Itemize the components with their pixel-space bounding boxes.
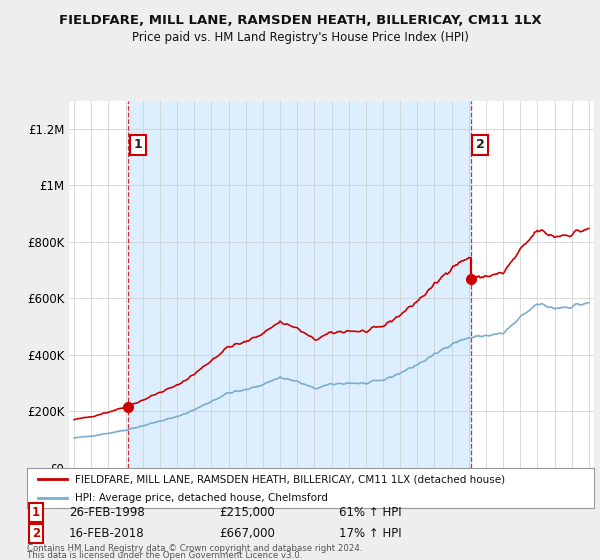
Text: FIELDFARE, MILL LANE, RAMSDEN HEATH, BILLERICAY, CM11 1LX (detached house): FIELDFARE, MILL LANE, RAMSDEN HEATH, BIL… [75,474,505,484]
Text: Price paid vs. HM Land Registry's House Price Index (HPI): Price paid vs. HM Land Registry's House … [131,31,469,44]
Text: HPI: Average price, detached house, Chelmsford: HPI: Average price, detached house, Chel… [75,493,328,502]
Text: 16-FEB-2018: 16-FEB-2018 [69,527,145,540]
Text: Contains HM Land Registry data © Crown copyright and database right 2024.: Contains HM Land Registry data © Crown c… [27,544,362,553]
Text: 26-FEB-1998: 26-FEB-1998 [69,506,145,519]
Text: £667,000: £667,000 [219,527,275,540]
Text: 17% ↑ HPI: 17% ↑ HPI [339,527,401,540]
Text: 61% ↑ HPI: 61% ↑ HPI [339,506,401,519]
Text: 1: 1 [32,506,40,519]
Text: 1: 1 [133,138,142,151]
Text: 2: 2 [476,138,485,151]
Text: £215,000: £215,000 [219,506,275,519]
Bar [128,101,471,468]
Text: 2: 2 [32,527,40,540]
Text: This data is licensed under the Open Government Licence v3.0.: This data is licensed under the Open Gov… [27,551,302,560]
Text: FIELDFARE, MILL LANE, RAMSDEN HEATH, BILLERICAY, CM11 1LX: FIELDFARE, MILL LANE, RAMSDEN HEATH, BIL… [59,14,541,27]
